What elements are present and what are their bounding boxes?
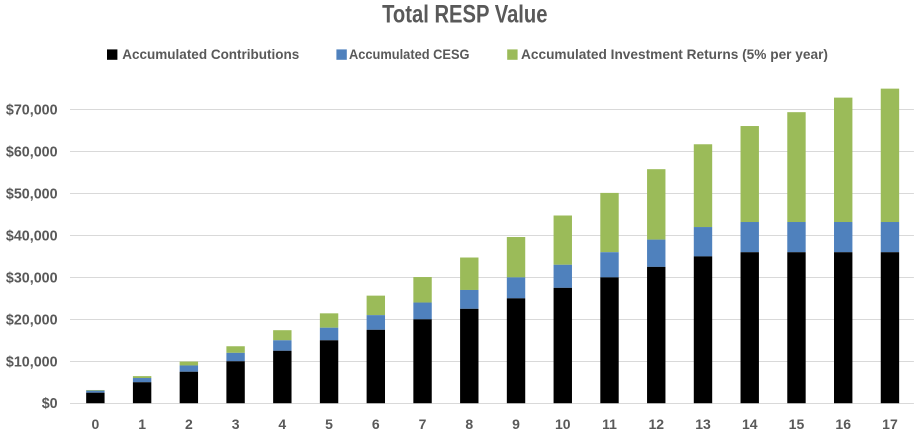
svg-text:$70,000: $70,000 — [6, 103, 58, 119]
svg-text:12: 12 — [648, 416, 664, 432]
svg-text:Accumulated CESG: Accumulated CESG — [349, 46, 470, 62]
svg-text:Accumulated Investment Returns: Accumulated Investment Returns (5% per y… — [521, 46, 828, 62]
svg-text:$60,000: $60,000 — [6, 145, 58, 161]
svg-text:10: 10 — [555, 416, 571, 432]
svg-text:7: 7 — [419, 416, 427, 432]
svg-text:3: 3 — [232, 416, 240, 432]
svg-text:$30,000: $30,000 — [6, 270, 58, 286]
svg-text:8: 8 — [465, 416, 473, 432]
svg-text:$10,000: $10,000 — [6, 354, 58, 370]
svg-text:$50,000: $50,000 — [6, 186, 58, 202]
svg-text:14: 14 — [742, 416, 758, 432]
svg-text:Total RESP Value: Total RESP Value — [382, 1, 547, 29]
svg-text:5: 5 — [325, 416, 333, 432]
svg-text:1: 1 — [138, 416, 146, 432]
svg-text:Accumulated Contributions: Accumulated Contributions — [122, 46, 299, 62]
svg-text:11: 11 — [602, 416, 617, 432]
svg-text:2: 2 — [185, 416, 193, 432]
svg-text:0: 0 — [91, 416, 99, 432]
svg-text:$0: $0 — [42, 396, 58, 412]
svg-text:4: 4 — [278, 416, 286, 432]
svg-text:17: 17 — [882, 416, 898, 432]
svg-text:6: 6 — [372, 416, 380, 432]
svg-text:16: 16 — [835, 416, 851, 432]
svg-text:9: 9 — [512, 416, 520, 432]
svg-text:13: 13 — [695, 416, 711, 432]
svg-text:15: 15 — [789, 416, 805, 432]
svg-text:$20,000: $20,000 — [6, 312, 58, 328]
svg-text:$40,000: $40,000 — [6, 228, 58, 244]
